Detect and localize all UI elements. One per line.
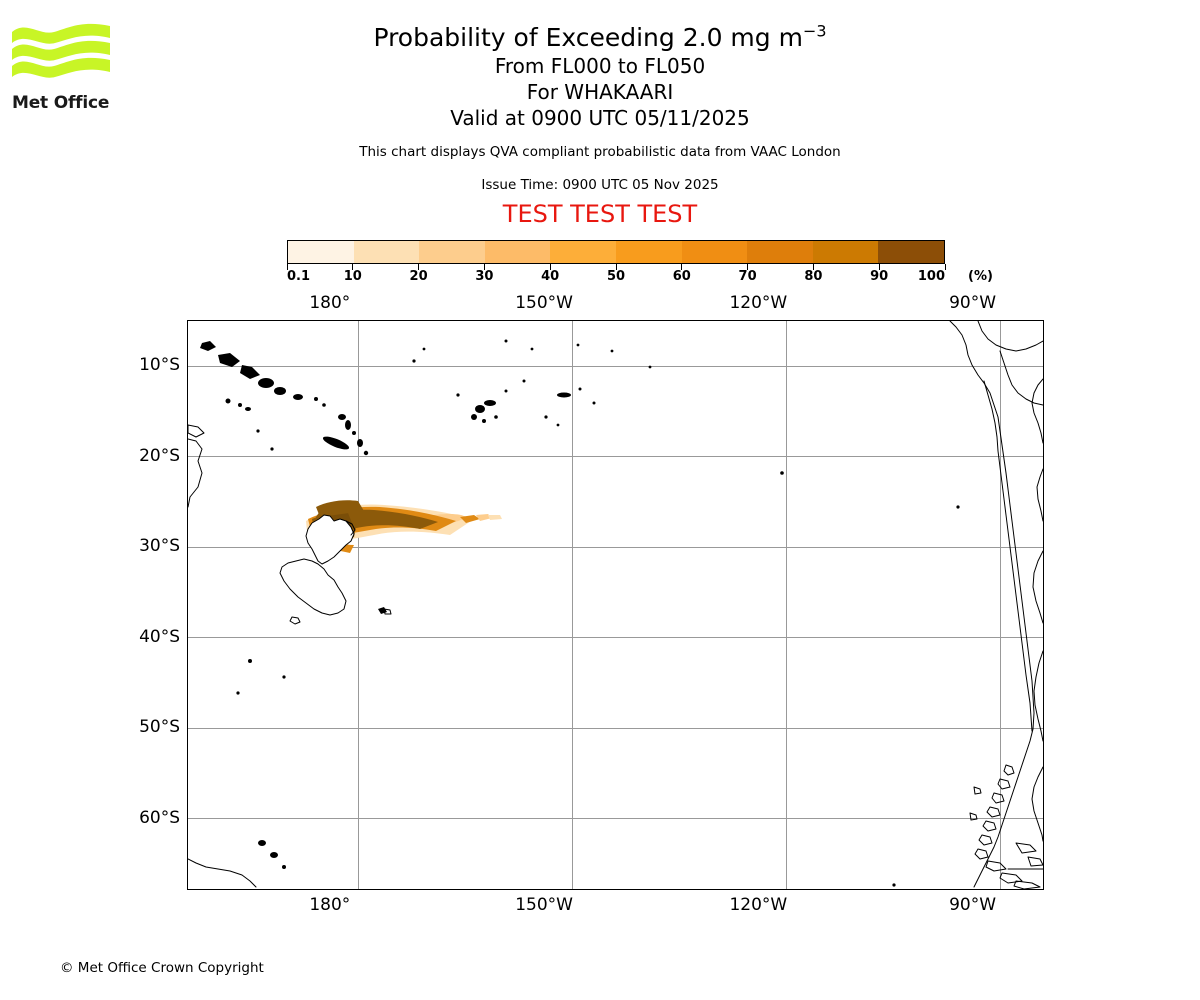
lat-label-20°S: 20°S <box>139 445 180 466</box>
colorbar-label-40: 40 <box>541 269 560 284</box>
colorbar-tick-80 <box>812 264 814 270</box>
lon-label-bottom-180°: 180° <box>309 895 351 915</box>
coastline-nz-south-island <box>279 558 347 616</box>
lon-label-bottom-150°W: 150°W <box>515 895 573 915</box>
colorbar-band-3 <box>484 241 551 263</box>
colorbar: 0.1 10 20 30 40 50 60 70 80 90 100 <box>286 240 946 284</box>
colorbar-label-70: 70 <box>738 269 757 284</box>
valid-time-subtitle: Valid at 0900 UTC 05/11/2025 <box>450 106 750 130</box>
colorbar-band-0 <box>288 241 354 263</box>
title-block: Probability of Exceeding 2.0 mg m−3 From… <box>0 22 1200 228</box>
lon-label-bottom-90°W: 90°W <box>949 895 997 915</box>
colorbar-tick-20 <box>418 264 420 270</box>
colorbar-tick-30 <box>483 264 485 270</box>
met-office-logo-text: Met Office <box>12 93 110 113</box>
colorbar-tick-100 <box>944 264 946 270</box>
ash-plume-lobe-north <box>316 500 364 517</box>
colorbar-label-80: 80 <box>804 269 823 284</box>
lon-label-top-150°W: 150°W <box>515 293 573 313</box>
copyright-text: © Met Office Crown Copyright <box>60 960 264 976</box>
map-coastlines <box>188 321 1043 889</box>
lat-label-50°S: 50°S <box>139 717 180 738</box>
page-title-text: Probability of Exceeding 2.0 mg m <box>373 23 803 52</box>
colorbar-label-0.1: 0.1 <box>287 269 311 284</box>
issue-time-text: Issue Time: 0900 UTC 05 Nov 2025 <box>481 177 719 193</box>
colorbar-label-50: 50 <box>606 269 626 284</box>
colorbar-label-100: 100 <box>917 269 945 284</box>
met-office-wave-icon <box>12 23 110 78</box>
coastline-australia <box>188 438 203 508</box>
colorbar-gradient <box>287 240 945 264</box>
colorbar-tick-0.1 <box>286 264 288 270</box>
ash-plume-speckle-a <box>460 515 480 523</box>
coastline-pacific-islands <box>200 339 960 887</box>
page-title-exponent: −3 <box>802 21 827 41</box>
lon-label-top-180°: 180° <box>309 293 351 313</box>
colorbar-label-10: 10 <box>343 269 362 284</box>
colorbar-tick-10 <box>352 264 354 270</box>
volcano-subtitle: For WHAKAARI <box>526 80 674 104</box>
met-office-logo: Met Office <box>12 22 122 117</box>
colorbar-tick-90 <box>878 264 880 270</box>
lat-label-10°S: 10°S <box>139 355 180 376</box>
coastline-south-america-east <box>1031 378 1043 842</box>
coastline-andes-divide <box>983 380 1033 732</box>
map-plot-area[interactable] <box>187 320 1044 890</box>
disclaimer-text: This chart displays QVA compliant probab… <box>359 144 841 160</box>
lon-label-bottom-120°W: 120°W <box>729 895 788 915</box>
coastline-bottom-left-land <box>188 858 257 888</box>
coastline-nz-north-island <box>305 514 355 565</box>
colorbar-band-2 <box>419 241 485 263</box>
map-canvas <box>188 321 1043 889</box>
colorbar-band-9 <box>878 241 944 263</box>
colorbar-ticks <box>286 264 946 274</box>
colorbar-tick-70 <box>747 264 749 270</box>
lon-label-top-90°W: 90°W <box>949 293 997 313</box>
colorbar-label-90: 90 <box>870 269 889 284</box>
colorbar-tick-40 <box>549 264 551 270</box>
ash-plume-speckle-c <box>488 515 502 520</box>
colorbar-tick-50 <box>615 264 617 270</box>
coastline-south-america-north-border <box>977 321 1043 352</box>
colorbar-band-6 <box>681 241 748 263</box>
colorbar-band-1 <box>353 241 420 263</box>
ash-plume-speckle-b <box>476 514 492 521</box>
colorbar-label-60: 60 <box>672 269 691 284</box>
coastline-patagonia-islands <box>969 764 1043 889</box>
colorbar-band-8 <box>812 241 879 263</box>
lat-label-30°S: 30°S <box>139 536 180 557</box>
flight-level-subtitle: From FL000 to FL050 <box>494 54 706 78</box>
coastline-nz-stewart-island <box>289 616 301 625</box>
colorbar-unit-label: (%) <box>968 269 993 284</box>
lat-label-60°S: 60°S <box>139 807 180 828</box>
colorbar-band-5 <box>615 241 682 263</box>
colorbar-label-20: 20 <box>409 269 428 284</box>
page-title: Probability of Exceeding 2.0 mg m−3 <box>0 22 1200 53</box>
lat-label-40°S: 40°S <box>139 626 180 647</box>
lon-label-top-120°W: 120°W <box>729 293 788 313</box>
test-banner: TEST TEST TEST <box>502 200 698 228</box>
coastline-australia-north <box>188 424 205 438</box>
coastline-nz-north-island-cape <box>345 520 356 536</box>
coastline-south-america-west <box>949 321 1035 888</box>
colorbar-tick-60 <box>681 264 683 270</box>
colorbar-label-30: 30 <box>475 269 494 284</box>
coastline-south-america-border-b <box>999 350 1043 406</box>
colorbar-band-4 <box>550 241 616 263</box>
colorbar-band-7 <box>747 241 813 263</box>
colorbar-tick-labels: 0.1 10 20 30 40 50 60 70 80 90 100 <box>287 269 945 287</box>
